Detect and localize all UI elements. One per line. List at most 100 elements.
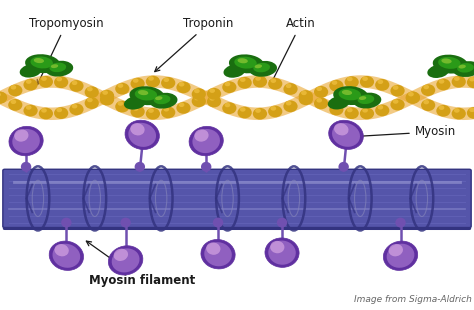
Ellipse shape — [222, 81, 237, 93]
Ellipse shape — [14, 129, 28, 142]
Ellipse shape — [467, 77, 474, 88]
Ellipse shape — [146, 76, 160, 87]
Ellipse shape — [148, 76, 154, 81]
Ellipse shape — [347, 108, 353, 112]
Ellipse shape — [0, 92, 7, 104]
Ellipse shape — [452, 76, 466, 88]
Ellipse shape — [328, 120, 364, 149]
Ellipse shape — [8, 85, 22, 96]
Ellipse shape — [87, 87, 93, 91]
Ellipse shape — [457, 63, 474, 73]
Ellipse shape — [338, 88, 361, 100]
Ellipse shape — [453, 61, 474, 77]
Ellipse shape — [452, 108, 466, 119]
Ellipse shape — [10, 100, 16, 104]
Text: Troponin: Troponin — [155, 17, 234, 72]
Ellipse shape — [332, 80, 337, 85]
Ellipse shape — [176, 82, 191, 93]
Ellipse shape — [194, 129, 209, 142]
Ellipse shape — [72, 104, 77, 108]
Ellipse shape — [342, 90, 352, 95]
Ellipse shape — [109, 246, 143, 275]
Ellipse shape — [224, 64, 246, 78]
Ellipse shape — [359, 96, 366, 100]
Ellipse shape — [428, 64, 449, 78]
Ellipse shape — [55, 244, 69, 256]
Ellipse shape — [299, 93, 313, 105]
Ellipse shape — [377, 80, 383, 84]
Ellipse shape — [61, 218, 72, 228]
Ellipse shape — [100, 90, 114, 102]
Ellipse shape — [438, 57, 461, 69]
Ellipse shape — [41, 108, 47, 113]
Ellipse shape — [12, 129, 40, 153]
Ellipse shape — [237, 77, 252, 89]
Ellipse shape — [129, 86, 164, 105]
Ellipse shape — [130, 106, 145, 117]
Ellipse shape — [255, 76, 261, 81]
Ellipse shape — [253, 108, 267, 120]
Ellipse shape — [24, 79, 38, 91]
Ellipse shape — [49, 63, 66, 72]
Ellipse shape — [301, 91, 307, 95]
Ellipse shape — [54, 107, 68, 119]
Ellipse shape — [391, 99, 405, 110]
Ellipse shape — [204, 242, 232, 266]
Ellipse shape — [383, 241, 418, 270]
Ellipse shape — [225, 82, 230, 86]
Ellipse shape — [201, 162, 211, 172]
Ellipse shape — [194, 96, 200, 100]
Ellipse shape — [56, 77, 62, 81]
Ellipse shape — [34, 58, 44, 63]
Ellipse shape — [329, 80, 344, 92]
Ellipse shape — [347, 77, 353, 81]
FancyBboxPatch shape — [3, 169, 471, 228]
Ellipse shape — [406, 91, 420, 103]
Ellipse shape — [338, 162, 349, 172]
Ellipse shape — [120, 218, 131, 228]
Ellipse shape — [240, 107, 246, 112]
Ellipse shape — [237, 58, 248, 63]
Ellipse shape — [124, 96, 146, 110]
Ellipse shape — [164, 78, 169, 82]
Ellipse shape — [389, 244, 403, 256]
Ellipse shape — [207, 88, 221, 100]
Ellipse shape — [112, 248, 139, 272]
Ellipse shape — [265, 238, 299, 267]
Text: Tropomyosin: Tropomyosin — [29, 17, 104, 85]
Ellipse shape — [408, 93, 414, 97]
Ellipse shape — [299, 90, 313, 102]
Ellipse shape — [69, 80, 83, 92]
Ellipse shape — [191, 88, 206, 100]
Ellipse shape — [283, 83, 298, 95]
Ellipse shape — [179, 82, 184, 86]
Ellipse shape — [26, 79, 32, 84]
Ellipse shape — [362, 108, 368, 113]
Ellipse shape — [0, 92, 7, 104]
FancyBboxPatch shape — [3, 169, 471, 230]
Ellipse shape — [395, 218, 406, 228]
Ellipse shape — [155, 96, 163, 100]
Ellipse shape — [133, 78, 138, 83]
Ellipse shape — [271, 78, 276, 83]
Ellipse shape — [150, 93, 177, 108]
Ellipse shape — [26, 105, 32, 110]
Ellipse shape — [54, 76, 68, 88]
Ellipse shape — [332, 104, 337, 109]
Ellipse shape — [316, 98, 322, 103]
Ellipse shape — [314, 98, 328, 109]
Ellipse shape — [286, 101, 292, 105]
Ellipse shape — [128, 123, 156, 147]
Ellipse shape — [53, 244, 80, 268]
Ellipse shape — [458, 65, 466, 69]
Ellipse shape — [253, 76, 267, 87]
Ellipse shape — [375, 104, 389, 116]
Ellipse shape — [329, 104, 344, 115]
Ellipse shape — [393, 99, 399, 104]
Text: Image from Sigma-Aldrich: Image from Sigma-Aldrich — [354, 295, 472, 304]
Ellipse shape — [210, 88, 215, 93]
Ellipse shape — [9, 126, 43, 156]
Ellipse shape — [222, 102, 237, 114]
Ellipse shape — [176, 102, 191, 114]
Ellipse shape — [436, 105, 450, 117]
